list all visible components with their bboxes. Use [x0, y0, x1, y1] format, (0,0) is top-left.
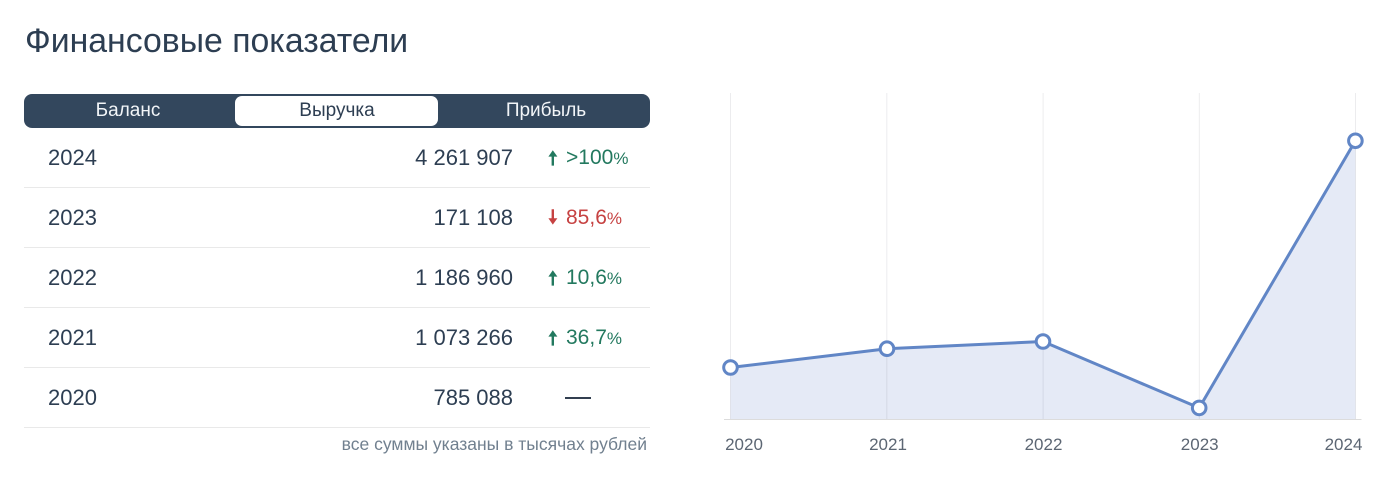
svg-text:2024: 2024: [1325, 435, 1363, 454]
svg-text:2022: 2022: [1025, 435, 1063, 454]
svg-text:2021: 2021: [869, 435, 907, 454]
svg-text:2023: 2023: [1181, 435, 1219, 454]
svg-text:2020: 2020: [725, 435, 763, 454]
